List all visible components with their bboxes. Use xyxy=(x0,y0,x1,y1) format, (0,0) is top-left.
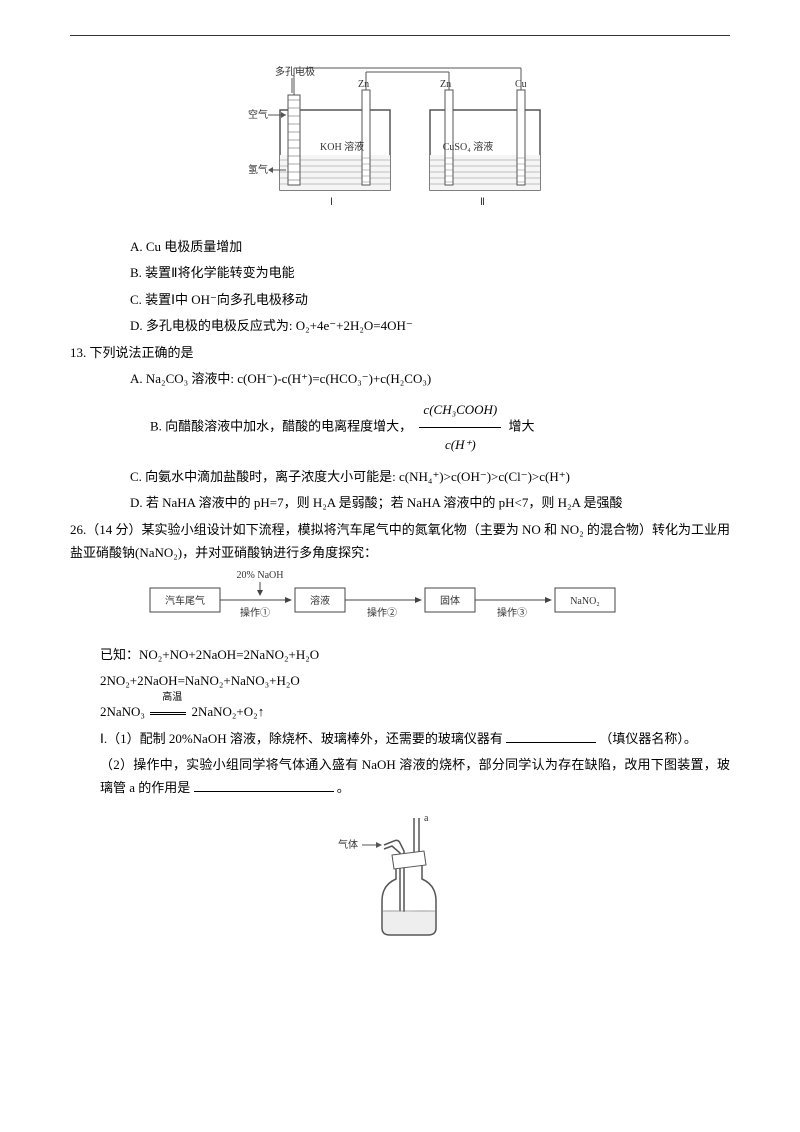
svg-text:CuSO₄ 溶液: CuSO₄ 溶液 xyxy=(443,140,493,153)
svg-text:空气: 空气 xyxy=(248,108,268,121)
blank-field-2[interactable] xyxy=(194,778,334,792)
q12-option-c: C. 装置Ⅰ中 OH⁻向多孔电极移动 xyxy=(70,288,730,311)
svg-text:氢气: 氢气 xyxy=(248,163,268,176)
svg-text:多孔电极: 多孔电极 xyxy=(275,65,315,78)
svg-text:Ⅰ: Ⅰ xyxy=(330,197,333,208)
svg-text:固体: 固体 xyxy=(440,595,460,607)
q26-sub2: （2）操作中，实验小组同学将气体通入盛有 NaOH 溶液的烧杯，部分同学认为存在… xyxy=(70,753,730,800)
q26-sub1-text: Ⅰ.（1）配制 20%NaOH 溶液，除烧杯、玻璃棒外，还需要的玻璃仪器有 xyxy=(100,731,503,746)
q26-eq3: 2NaNO₃ 高温 2NaNO₂+O₂↑ xyxy=(70,700,730,723)
svg-text:气体: 气体 xyxy=(338,838,358,851)
cell-diagram: 多孔电极 空气 氢气 Zn KOH 溶液 Ⅰ Zn Cu CuSO₄ 溶液 Ⅱ xyxy=(220,60,580,220)
q26-eq1: NO₂+NO+2NaOH=2NaNO₂+H₂O xyxy=(139,647,319,662)
q13-b-pre: B. 向醋酸溶液中加水，醋酸的电离程度增大， xyxy=(150,419,412,434)
header-rule xyxy=(70,35,730,36)
svg-text:操作②: 操作② xyxy=(367,606,397,619)
q13-option-d: D. 若 NaHA 溶液中的 pH=7，则 H₂A 是弱酸；若 NaHA 溶液中… xyxy=(70,491,730,514)
svg-text:a: a xyxy=(424,813,429,824)
q26-sub2-suffix: 。 xyxy=(337,780,350,795)
q12-option-a: A. Cu 电极质量增加 xyxy=(70,235,730,258)
q13-b-num: c(CH₃COOH) xyxy=(419,393,501,428)
q13-stem: 13. 下列说法正确的是 xyxy=(70,341,730,364)
q13-b-den: c(H⁺) xyxy=(419,428,501,462)
svg-text:NaNO₂: NaNO₂ xyxy=(570,596,600,607)
eq-line-icon xyxy=(150,712,186,715)
high-temp-label: 高温 xyxy=(162,689,182,707)
svg-text:Ⅱ: Ⅱ xyxy=(480,197,485,208)
eq3-right: 2NaNO₂+O₂↑ xyxy=(191,704,264,719)
svg-text:KOH 溶液: KOH 溶液 xyxy=(320,140,364,153)
reaction-condition: 高温 xyxy=(148,700,188,723)
svg-text:溶液: 溶液 xyxy=(310,594,330,607)
q26-sub1: Ⅰ.（1）配制 20%NaOH 溶液，除烧杯、玻璃棒外，还需要的玻璃仪器有 （填… xyxy=(70,727,730,750)
eq3-left: 2NaNO₃ xyxy=(100,704,145,719)
q13-b-fraction: c(CH₃COOH) c(H⁺) xyxy=(419,393,501,462)
q13-b-post: 增大 xyxy=(509,419,535,434)
q13-option-b: B. 向醋酸溶液中加水，醋酸的电离程度增大， c(CH₃COOH) c(H⁺) … xyxy=(70,393,730,462)
known-label: 已知： xyxy=(100,647,139,662)
flowchart-diagram: 20% NaOH 汽车尾气 操作① 溶液 操作② 固体 操作③ NaNO₂ xyxy=(130,568,650,628)
q13-option-a: A. Na₂CO₃ 溶液中: c(OH⁻)-c(H⁺)=c(HCO₃⁻)+c(H… xyxy=(70,367,730,390)
q12-option-d: D. 多孔电极的电极反应式为: O₂+4e⁻+2H₂O=4OH⁻ xyxy=(70,314,730,337)
svg-text:Zn: Zn xyxy=(358,79,369,90)
svg-text:20% NaOH: 20% NaOH xyxy=(237,570,284,581)
svg-text:汽车尾气: 汽车尾气 xyxy=(165,594,205,607)
q13-option-c: C. 向氨水中滴加盐酸时，离子浓度大小可能是: c(NH₄⁺)>c(OH⁻)>c… xyxy=(70,465,730,488)
q26-stem: 26.（14 分）某实验小组设计如下流程，模拟将汽车尾气中的氮氧化物（主要为 N… xyxy=(70,518,730,565)
q12-option-b: B. 装置Ⅱ将化学能转变为电能 xyxy=(70,261,730,284)
bottle-diagram: 气体 a xyxy=(320,803,470,943)
q26-sub1-suffix: （填仪器名称）。 xyxy=(599,731,697,746)
svg-text:操作③: 操作③ xyxy=(497,606,527,619)
svg-text:操作①: 操作① xyxy=(240,606,270,619)
q26-known: 已知：NO₂+NO+2NaOH=2NaNO₂+H₂O xyxy=(70,643,730,666)
blank-field-1[interactable] xyxy=(506,729,596,743)
